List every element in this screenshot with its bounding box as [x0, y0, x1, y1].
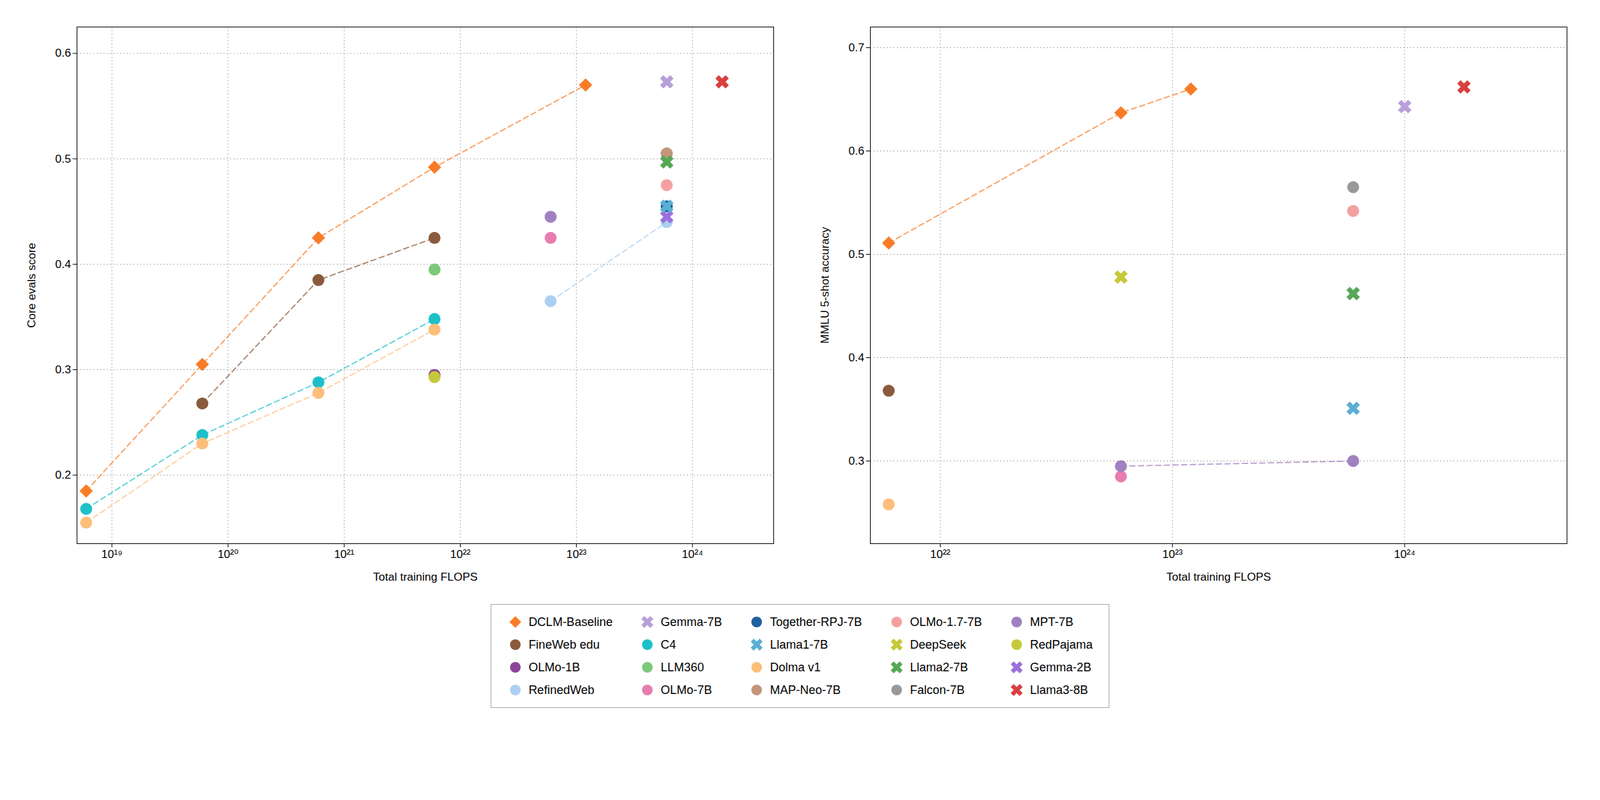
svg-text:10²³: 10²³: [1162, 548, 1184, 561]
html-text:MAP-Neo-7B: MAP-Neo-7B: [770, 683, 841, 697]
html-text:C4: C4: [660, 637, 676, 651]
html-text:OLMo-7B: OLMo-7B: [660, 683, 712, 697]
svg-text:10²⁴: 10²⁴: [1394, 548, 1416, 561]
html-text:OLMo-1B: OLMo-1B: [528, 660, 580, 674]
html-text:DeepSeek: DeepSeek: [910, 637, 967, 651]
svg-text:0.7: 0.7: [848, 41, 865, 54]
html-text:Falcon-7B: Falcon-7B: [910, 683, 965, 697]
html-text:RedPajama: RedPajama: [1030, 637, 1093, 651]
svg-text:0.5: 0.5: [55, 152, 72, 166]
html-text:DCLM-Baseline: DCLM-Baseline: [528, 615, 613, 629]
html-text:Together-RPJ-7B: Together-RPJ-7B: [770, 615, 862, 629]
svg-text:0.5: 0.5: [848, 248, 865, 261]
svg-text:Total training FLOPS: Total training FLOPS: [1166, 570, 1272, 584]
html-text:FineWeb edu: FineWeb edu: [528, 637, 600, 651]
html-text:Llama3-8B: Llama3-8B: [1030, 683, 1089, 697]
svg-text:10²²: 10²²: [930, 548, 951, 561]
svg-text:10²⁰: 10²⁰: [217, 548, 239, 561]
svg-text:0.6: 0.6: [55, 46, 72, 60]
svg-text:0.3: 0.3: [848, 454, 865, 468]
html-text:Llama2-7B: Llama2-7B: [910, 660, 969, 674]
html-text:Dolma v1: Dolma v1: [770, 660, 821, 674]
html-text:Llama1-7B: Llama1-7B: [770, 637, 828, 651]
svg-text:MMLU 5-shot accuracy: MMLU 5-shot accuracy: [818, 226, 832, 344]
html-text:OLMo-1.7-7B: OLMo-1.7-7B: [910, 615, 983, 629]
svg-text:0.6: 0.6: [848, 144, 865, 158]
svg-text:10²⁴: 10²⁴: [682, 548, 704, 561]
html-text:Gemma-7B: Gemma-7B: [660, 615, 722, 629]
svg-text:0.4: 0.4: [848, 351, 865, 364]
svg-text:10²³: 10²³: [566, 548, 587, 561]
svg-text:Total training FLOPS: Total training FLOPS: [373, 570, 478, 584]
svg-text:10²²: 10²²: [450, 548, 471, 561]
svg-text:0.4: 0.4: [55, 258, 72, 271]
svg-text:Core evals score: Core evals score: [25, 242, 38, 328]
svg-text:10¹⁹: 10¹⁹: [101, 548, 123, 561]
html-text:RefinedWeb: RefinedWeb: [528, 683, 595, 697]
html-text:Gemma-2B: Gemma-2B: [1030, 660, 1092, 674]
svg-text:0.3: 0.3: [55, 363, 72, 376]
html-text:MPT-7B: MPT-7B: [1030, 615, 1074, 629]
html-text:LLM360: LLM360: [660, 660, 704, 674]
svg-text:0.2: 0.2: [55, 468, 72, 482]
svg-text:10²¹: 10²¹: [334, 548, 355, 561]
